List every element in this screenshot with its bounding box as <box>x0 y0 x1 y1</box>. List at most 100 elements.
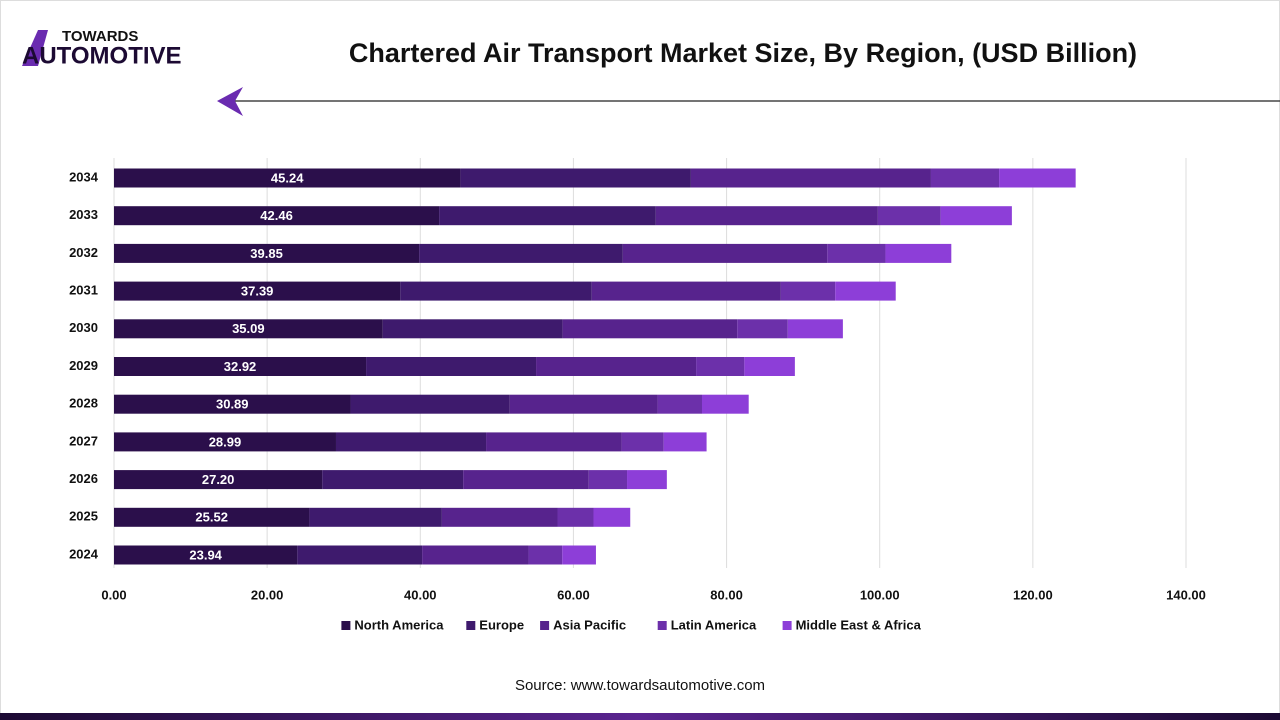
y-tick-label: 2026 <box>69 471 98 486</box>
bar-segment <box>322 470 464 490</box>
bar-segment <box>114 281 401 301</box>
data-label: 23.94 <box>189 547 222 562</box>
bar-segment <box>536 357 697 376</box>
legend-label: North America <box>354 617 444 632</box>
x-tick-label: 20.00 <box>251 587 284 602</box>
bar-segment <box>780 281 836 301</box>
bar-segment <box>655 206 878 226</box>
bar-segment <box>930 168 1000 188</box>
legend-label: Europe <box>479 617 524 632</box>
y-tick-label: 2024 <box>69 546 99 561</box>
bar-segment <box>463 470 589 490</box>
bar-segment <box>591 281 781 301</box>
bar-segment <box>114 507 310 527</box>
y-tick-label: 2032 <box>69 245 98 260</box>
bar-segment <box>114 206 440 226</box>
bar-segment <box>696 357 745 376</box>
bar-segment <box>382 319 563 339</box>
bar-segment <box>622 243 828 263</box>
data-label: 35.09 <box>232 321 265 336</box>
bar-segment <box>787 319 843 339</box>
data-label: 25.52 <box>195 510 228 525</box>
bar-segment <box>557 507 594 527</box>
data-label: 32.92 <box>224 359 257 374</box>
data-label: 28.99 <box>209 434 242 449</box>
logo-mark <box>22 30 48 66</box>
bar-segment <box>114 243 420 263</box>
bar-segment <box>400 281 592 301</box>
bar-segment <box>627 470 667 490</box>
data-label: 42.46 <box>260 208 293 223</box>
bar-segment <box>114 394 351 414</box>
legend-label: Latin America <box>671 617 757 632</box>
bar-segment <box>690 168 931 188</box>
bar-segment <box>877 206 941 226</box>
bar-segment <box>366 357 537 376</box>
bar-segment <box>309 507 442 527</box>
bar-segment <box>439 206 656 226</box>
bar-segment <box>562 319 738 339</box>
legend-swatch <box>782 621 792 630</box>
x-tick-label: 0.00 <box>101 587 126 602</box>
bar-segment <box>422 545 529 565</box>
brand-line2: AUTOMOTIVE <box>22 42 182 69</box>
bar-segment <box>114 470 323 490</box>
y-tick-label: 2030 <box>69 320 98 335</box>
legend-swatch <box>540 621 550 630</box>
bar-segment <box>835 281 896 301</box>
bar-segment <box>419 243 623 263</box>
bar-segment <box>509 394 658 414</box>
x-tick-label: 40.00 <box>404 587 437 602</box>
data-label: 27.20 <box>202 472 235 487</box>
bar-segment <box>940 206 1012 226</box>
bar-segment <box>297 545 423 565</box>
bar-segment <box>657 394 702 414</box>
data-label: 45.24 <box>271 170 304 185</box>
legend-swatch <box>657 621 667 630</box>
data-label: 39.85 <box>250 246 283 261</box>
bar-segment <box>114 319 383 339</box>
y-tick-label: 2031 <box>69 283 98 298</box>
bar-segment <box>588 470 628 490</box>
legend-swatch <box>341 621 351 630</box>
bar-segment <box>701 394 749 414</box>
y-tick-label: 2025 <box>69 509 98 524</box>
bar-segment <box>737 319 788 339</box>
footer-bar <box>0 713 1280 720</box>
y-tick-label: 2033 <box>69 207 98 222</box>
bar-segment <box>114 357 367 376</box>
bar-segment <box>593 507 631 527</box>
x-tick-label: 140.00 <box>1166 587 1206 602</box>
brand-line1: TOWARDS <box>62 28 138 45</box>
y-tick-label: 2029 <box>69 358 98 373</box>
data-label: 37.39 <box>241 284 274 299</box>
x-tick-label: 100.00 <box>860 587 900 602</box>
bar-segment <box>486 432 622 452</box>
bar-segment <box>999 168 1076 188</box>
bar-segment <box>885 243 952 263</box>
chart-title: Chartered Air Transport Market Size, By … <box>349 38 1137 68</box>
data-label: 30.89 <box>216 397 249 412</box>
source: Source: www.towardsautomotive.com <box>515 677 765 694</box>
y-tick-label: 2027 <box>69 433 98 448</box>
bar-segment <box>114 432 336 452</box>
bar-segment <box>114 168 461 188</box>
x-tick-label: 80.00 <box>710 587 743 602</box>
bar-segment <box>663 432 707 452</box>
bar-segment <box>460 168 691 188</box>
arrow-head <box>217 87 243 116</box>
bar-segment <box>441 507 558 527</box>
bar-segment <box>827 243 886 263</box>
bar-segment <box>621 432 664 452</box>
legend-label: Asia Pacific <box>553 617 626 632</box>
y-tick-label: 2034 <box>69 169 99 184</box>
legend-label: Middle East & Africa <box>796 617 922 632</box>
bar-segment <box>335 432 487 452</box>
legend-swatch <box>466 621 476 630</box>
bar-segment <box>744 357 795 376</box>
bar-segment <box>114 545 298 565</box>
x-tick-label: 120.00 <box>1013 587 1053 602</box>
bar-segment <box>562 545 596 565</box>
x-tick-label: 60.00 <box>557 587 590 602</box>
